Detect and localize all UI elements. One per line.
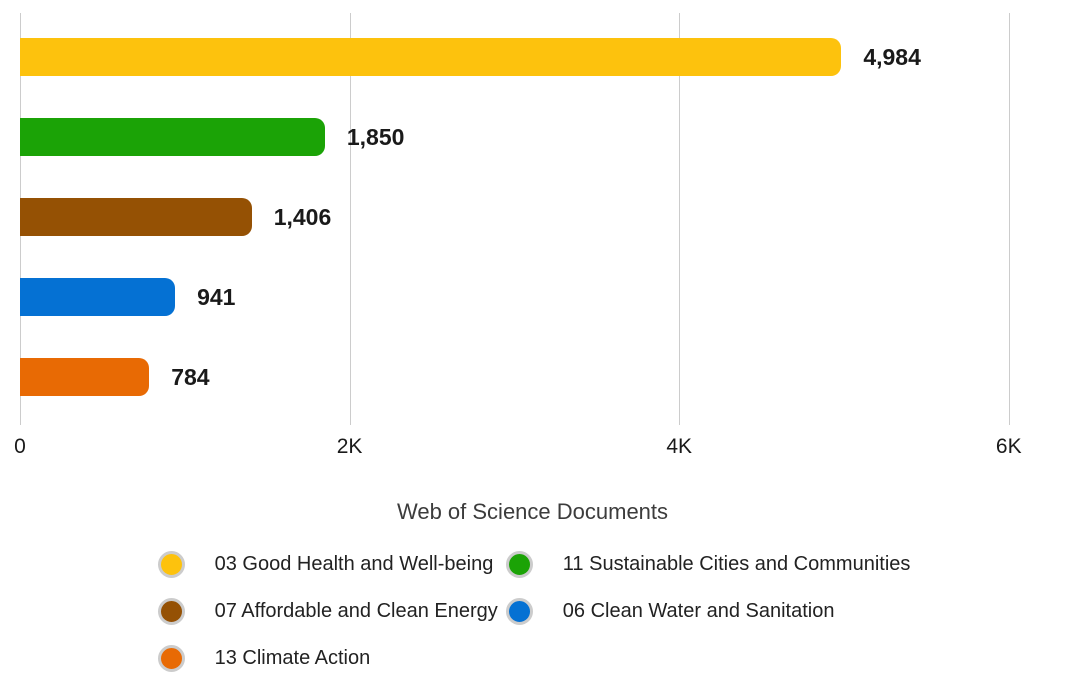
bar-value-label: 4,984 xyxy=(863,44,921,70)
bar-03-good-health-and-well-being[interactable] xyxy=(20,38,842,76)
bar-07-affordable-and-clean-energy[interactable] xyxy=(20,198,252,236)
gridline xyxy=(1008,13,1010,425)
gridline xyxy=(349,13,351,425)
legend-item-11-sustainable-cities-and-communities[interactable]: 11 Sustainable Cities and Communities xyxy=(505,551,911,578)
bar-value-label: 941 xyxy=(197,284,236,310)
x-axis-title: Web of Science Documents xyxy=(396,499,669,524)
gridline xyxy=(679,13,681,425)
legend-item-label: 13 Climate Action xyxy=(214,647,371,669)
x-tick-label: 2K xyxy=(336,435,363,458)
legend-item-label: 03 Good Health and Well-being xyxy=(214,553,494,575)
legend-item-03-good-health-and-well-being[interactable]: 03 Good Health and Well-being xyxy=(157,551,498,578)
legend-item-label: 11 Sustainable Cities and Communities xyxy=(562,553,911,575)
legend-item-06-clean-water-and-sanitation[interactable]: 06 Clean Water and Sanitation xyxy=(505,598,911,625)
legend-item-label: 06 Clean Water and Sanitation xyxy=(562,600,835,622)
x-tick-label: 4K xyxy=(666,435,692,458)
legend: 03 Good Health and Well-being 11 Sustaina… xyxy=(0,551,1068,672)
bar-value-label: 784 xyxy=(171,364,210,390)
legend-marker-icon xyxy=(157,551,185,578)
bar-13-climate-action[interactable] xyxy=(20,358,150,396)
x-tick-label: 0 xyxy=(14,435,26,458)
x-tick-label: 6K xyxy=(995,435,1022,458)
bar-value-label: 1,850 xyxy=(346,124,405,150)
legend-marker-icon xyxy=(157,598,185,625)
legend-marker-icon xyxy=(157,645,185,672)
bar-11-sustainable-cities-and-communities[interactable] xyxy=(20,118,325,156)
legend-item-label: 07 Affordable and Clean Energy xyxy=(214,600,498,622)
legend-marker-icon xyxy=(505,551,533,578)
plot-area: 4,984 1,850 1,406 941 784 xyxy=(20,13,1045,425)
legend-marker-icon xyxy=(505,598,533,625)
bar-value-label: 1,406 xyxy=(273,204,332,230)
legend-item-13-climate-action[interactable]: 13 Climate Action xyxy=(157,645,498,672)
x-axis: 0 2K 4K 6K xyxy=(14,435,1045,461)
bar-06-clean-water-and-sanitation[interactable] xyxy=(20,278,176,316)
legend-item-07-affordable-and-clean-energy[interactable]: 07 Affordable and Clean Energy xyxy=(157,598,498,625)
